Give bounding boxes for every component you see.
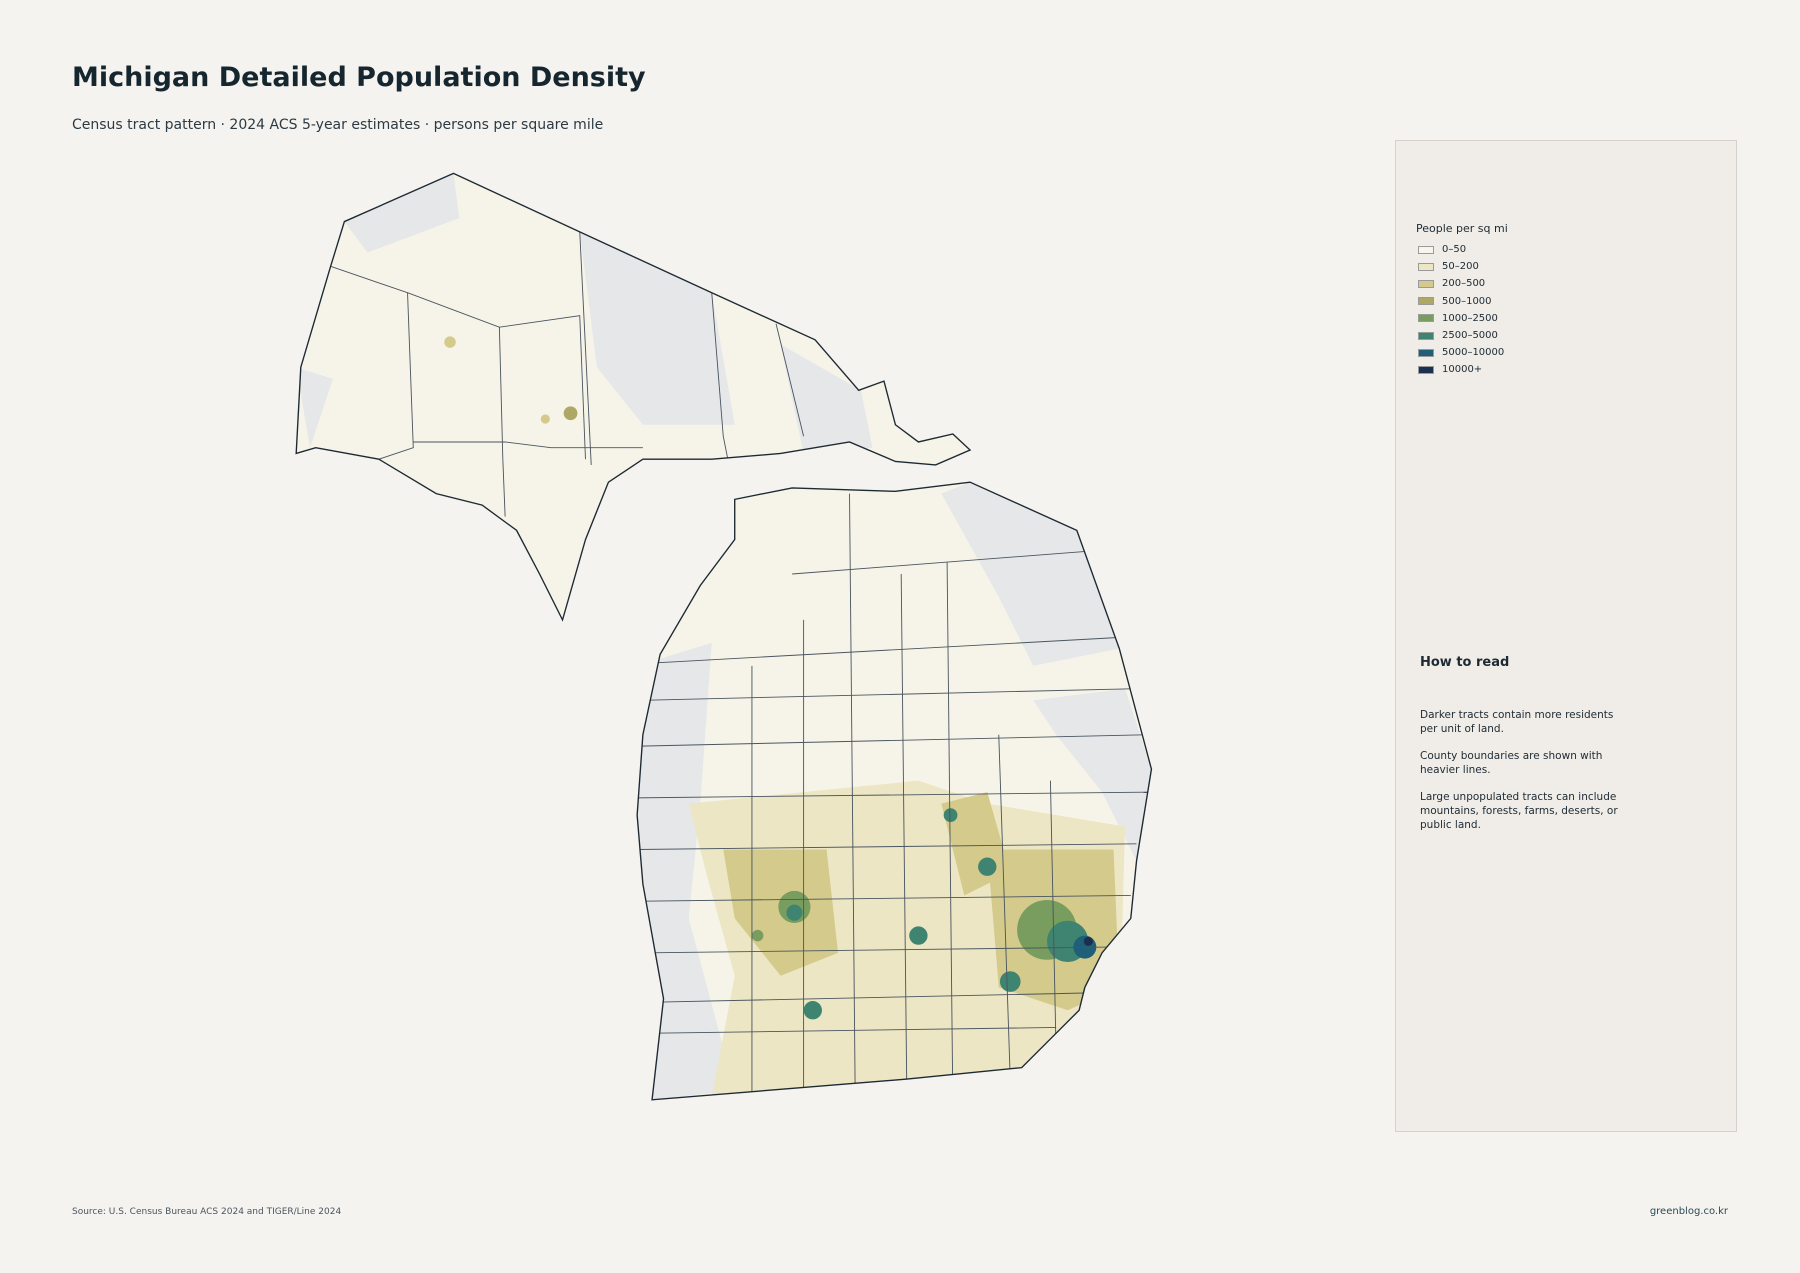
legend-row: 0–50 [1418, 241, 1504, 258]
legend-label: 500–1000 [1442, 295, 1492, 307]
legend-label: 50–200 [1442, 261, 1479, 273]
subtitle: Census tract pattern · 2024 ACS 5-year e… [72, 117, 604, 133]
legend-label: 200–500 [1442, 278, 1486, 290]
legend-row: 500–1000 [1418, 293, 1504, 310]
legend-swatch [1418, 331, 1434, 340]
legend-row: 200–500 [1418, 275, 1504, 292]
legend-swatch [1418, 348, 1434, 357]
legend-swatch [1418, 297, 1434, 306]
legend-title: People per sq mi [1416, 222, 1508, 235]
legend-swatch [1418, 245, 1434, 254]
how-to-read-text: County boundaries are shown with heavier… [1420, 750, 1603, 776]
how-to-read-text: Large unpopulated tracts can include mou… [1420, 791, 1618, 831]
legend-swatch [1418, 365, 1434, 374]
legend-label: 1000–2500 [1442, 312, 1498, 324]
how-to-read: Darker tracts contain more residents per… [1420, 708, 1620, 845]
credit: greenblog.co.kr [1649, 1206, 1728, 1217]
legend-swatch [1418, 262, 1434, 271]
michigan [295, 172, 1153, 1101]
legend-row: 5000–10000 [1418, 344, 1504, 361]
side-panel: People per sq mi 0–50 50–200 200–500 500–10… [1395, 140, 1737, 1132]
how-to-read-title: How to read [1420, 655, 1510, 670]
legend-label: 10000+ [1442, 364, 1483, 376]
legend-swatch [1418, 314, 1434, 323]
how-to-read-text: Darker tracts contain more residents per… [1420, 709, 1614, 735]
legend-row: 10000+ [1418, 361, 1504, 378]
legend-row: 2500–5000 [1418, 327, 1504, 344]
legend-swatch [1418, 279, 1434, 288]
legend-label: 0–50 [1442, 244, 1467, 256]
legend-row: 1000–2500 [1418, 310, 1504, 327]
title: Michigan Detailed Population Density [72, 62, 646, 93]
source: Source: U.S. Census Bureau ACS 2024 and … [72, 1207, 342, 1217]
legend: 0–50 50–200 200–500 500–1000 1000–2500 2500–5… [1418, 241, 1504, 379]
legend-label: 2500–5000 [1442, 330, 1498, 342]
legend-row: 50–200 [1418, 258, 1504, 275]
legend-label: 5000–10000 [1442, 347, 1505, 359]
